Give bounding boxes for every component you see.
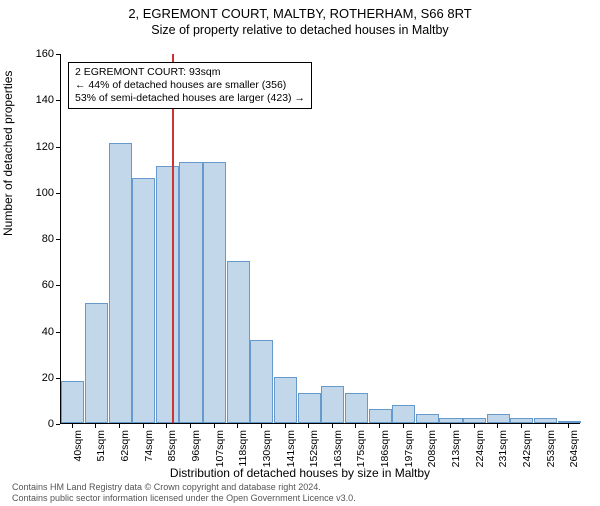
annotation-line: 2 EGREMONT COURT: 93sqm	[75, 66, 305, 79]
histogram-bar	[510, 418, 533, 423]
ytick-label: 140	[14, 94, 54, 106]
xtick-mark	[214, 424, 215, 428]
ytick-label: 80	[14, 233, 54, 245]
chart-subtitle: Size of property relative to detached ho…	[0, 23, 600, 37]
xtick-label: 208sqm	[426, 430, 438, 470]
xtick-label: 253sqm	[545, 430, 557, 470]
footer-attribution: Contains HM Land Registry data © Crown c…	[12, 482, 356, 504]
xtick-mark	[166, 424, 167, 428]
histogram-bar	[227, 261, 250, 423]
xtick-label: 74sqm	[143, 430, 155, 470]
xtick-mark	[426, 424, 427, 428]
ytick-mark	[56, 54, 60, 55]
xtick-mark	[119, 424, 120, 428]
ytick-mark	[56, 193, 60, 194]
plot-area	[60, 54, 580, 424]
ytick-label: 20	[14, 372, 54, 384]
xtick-label: 40sqm	[72, 430, 84, 470]
annotation-line: 53% of semi-detached houses are larger (…	[75, 92, 305, 105]
y-axis-label: Number of detached properties	[1, 71, 15, 236]
xtick-label: 186sqm	[379, 430, 391, 470]
xtick-label: 141sqm	[285, 430, 297, 470]
histogram-bar	[558, 421, 581, 423]
xtick-mark	[474, 424, 475, 428]
xtick-mark	[72, 424, 73, 428]
xtick-label: 62sqm	[119, 430, 131, 470]
xtick-label: 152sqm	[308, 430, 320, 470]
xtick-label: 224sqm	[474, 430, 486, 470]
xtick-mark	[450, 424, 451, 428]
ytick-label: 160	[14, 48, 54, 60]
x-axis-label: Distribution of detached houses by size …	[0, 466, 600, 480]
footer-line-2: Contains public sector information licen…	[12, 493, 356, 504]
ytick-label: 100	[14, 187, 54, 199]
xtick-mark	[355, 424, 356, 428]
xtick-mark	[545, 424, 546, 428]
footer-line-1: Contains HM Land Registry data © Crown c…	[12, 482, 356, 493]
ytick-label: 120	[14, 141, 54, 153]
histogram-bar	[534, 418, 557, 423]
histogram-bar	[85, 303, 108, 423]
ytick-mark	[56, 378, 60, 379]
histogram-bar	[416, 414, 439, 423]
xtick-mark	[568, 424, 569, 428]
ytick-mark	[56, 332, 60, 333]
xtick-mark	[497, 424, 498, 428]
xtick-mark	[308, 424, 309, 428]
xtick-label: 197sqm	[403, 430, 415, 470]
xtick-label: 85sqm	[166, 430, 178, 470]
ytick-label: 60	[14, 279, 54, 291]
annotation-line: ← 44% of detached houses are smaller (35…	[75, 79, 305, 92]
chart-title: 2, EGREMONT COURT, MALTBY, ROTHERHAM, S6…	[0, 6, 600, 21]
xtick-mark	[379, 424, 380, 428]
xtick-label: 213sqm	[450, 430, 462, 470]
xtick-label: 264sqm	[568, 430, 580, 470]
xtick-label: 96sqm	[190, 430, 202, 470]
xtick-mark	[285, 424, 286, 428]
histogram-bar	[369, 409, 392, 423]
xtick-mark	[403, 424, 404, 428]
xtick-mark	[190, 424, 191, 428]
xtick-mark	[143, 424, 144, 428]
ytick-mark	[56, 424, 60, 425]
xtick-label: 242sqm	[521, 430, 533, 470]
xtick-label: 163sqm	[332, 430, 344, 470]
histogram-bar	[463, 418, 486, 423]
xtick-label: 51sqm	[95, 430, 107, 470]
histogram-bar	[345, 393, 368, 423]
histogram-bar	[179, 162, 202, 423]
ytick-mark	[56, 147, 60, 148]
xtick-label: 107sqm	[214, 430, 226, 470]
xtick-mark	[332, 424, 333, 428]
xtick-mark	[95, 424, 96, 428]
histogram-bar	[61, 381, 84, 423]
histogram-bar	[439, 418, 462, 423]
xtick-mark	[521, 424, 522, 428]
histogram-bar	[156, 166, 179, 423]
annotation-box: 2 EGREMONT COURT: 93sqm← 44% of detached…	[68, 62, 312, 109]
ytick-mark	[56, 239, 60, 240]
histogram-bar	[132, 178, 155, 423]
xtick-mark	[237, 424, 238, 428]
ytick-mark	[56, 285, 60, 286]
histogram-bar	[392, 405, 415, 424]
xtick-label: 175sqm	[355, 430, 367, 470]
histogram-bar	[321, 386, 344, 423]
histogram-bar	[298, 393, 321, 423]
ytick-label: 40	[14, 326, 54, 338]
xtick-label: 231sqm	[497, 430, 509, 470]
histogram-bar	[109, 143, 132, 423]
histogram-bar	[274, 377, 297, 423]
xtick-mark	[261, 424, 262, 428]
ytick-label: 0	[14, 418, 54, 430]
xtick-label: 130sqm	[261, 430, 273, 470]
histogram-bar	[487, 414, 510, 423]
histogram-bar	[203, 162, 226, 423]
ytick-mark	[56, 100, 60, 101]
histogram-bar	[250, 340, 273, 423]
xtick-label: 118sqm	[237, 430, 249, 470]
